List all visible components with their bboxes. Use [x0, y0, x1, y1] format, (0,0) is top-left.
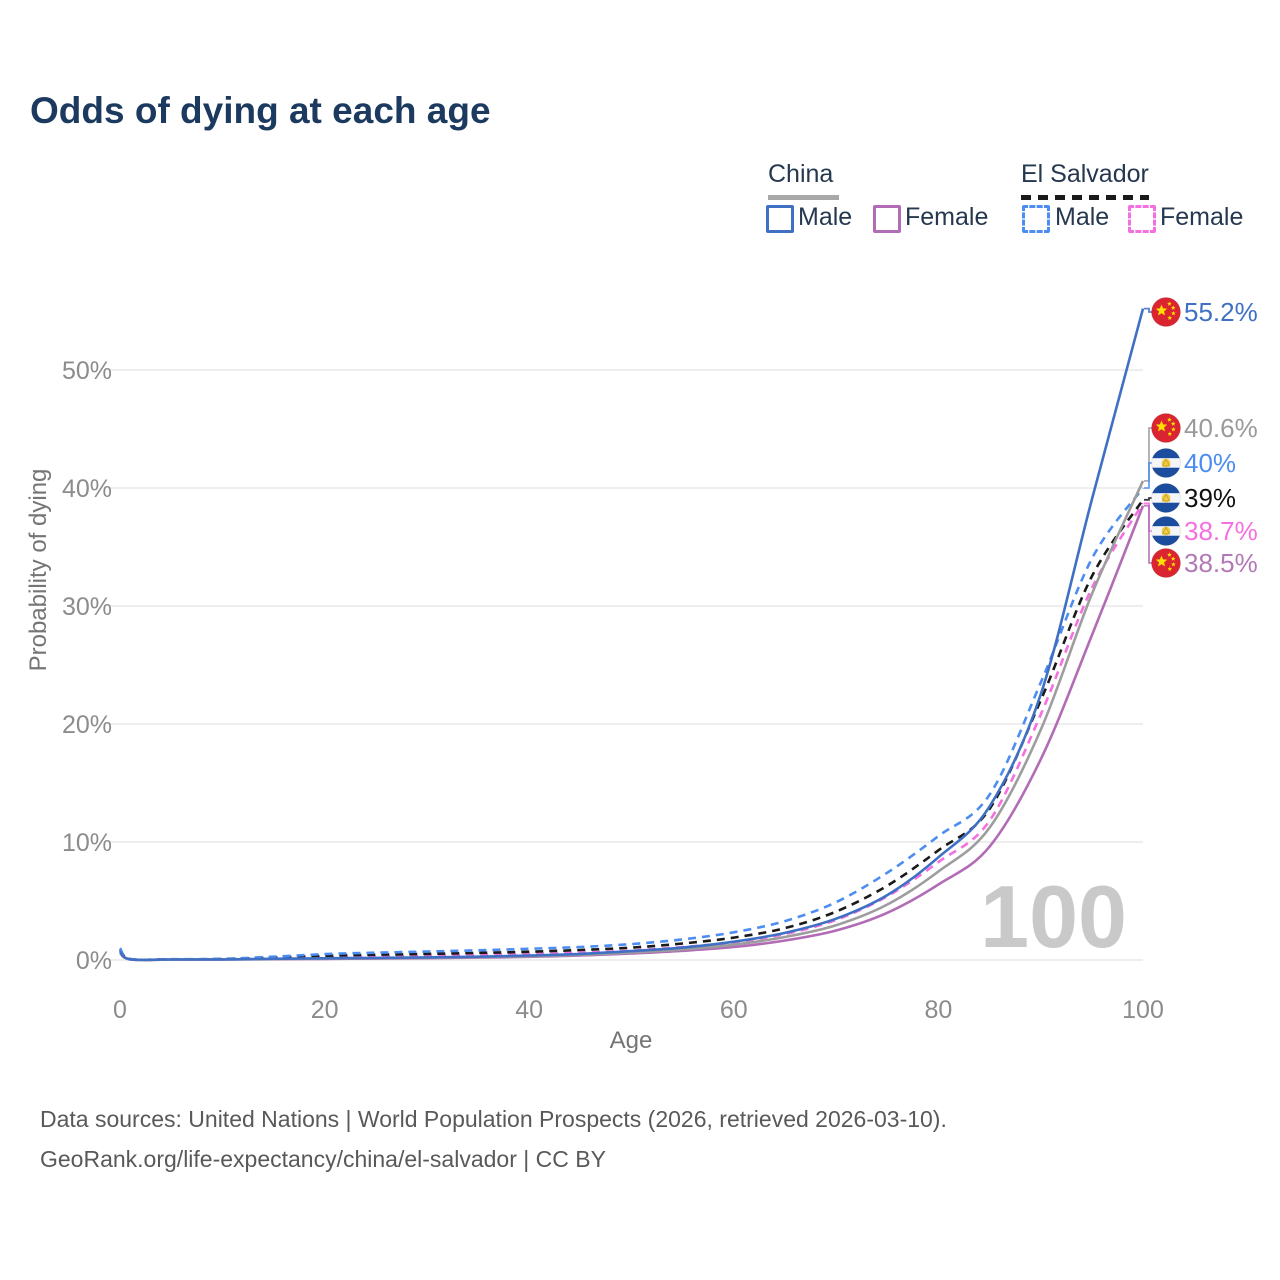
x-tick-100: 100 — [1122, 996, 1164, 1024]
axis-ticks: 0% 10% 20% 30% 40% 50% 0 20 40 60 80 100 — [62, 357, 1164, 1024]
y-tick-30%: 30% — [62, 593, 112, 621]
el-salvador-male-label[interactable]: Male — [1055, 203, 1110, 231]
y-tick-0%: 0% — [76, 947, 112, 975]
legend-group-el-salvador-label[interactable]: El Salvador — [1021, 160, 1149, 188]
series-lines — [118, 308, 1145, 962]
x-tick-0: 0 — [113, 996, 127, 1024]
footer-data-sources: Data sources: United Nations | World Pop… — [40, 1106, 947, 1132]
x-tick-40: 40 — [515, 996, 543, 1024]
end-value-labels: 55.2% 40.6% 40% 39%38.7%38.5% — [1184, 297, 1258, 578]
label-connectors — [1144, 307, 1152, 564]
china-female-label[interactable]: Female — [905, 203, 989, 231]
el-salvador-female-checkbox[interactable] — [1128, 205, 1156, 233]
china-line-style-swatch — [768, 195, 839, 200]
connector-el-salvador-female — [1144, 502, 1152, 532]
y-tick-40%: 40% — [62, 475, 112, 503]
end-value-china-both-sexes: 40.6% — [1184, 413, 1258, 443]
y-tick-50%: 50% — [62, 357, 112, 385]
y-tick-20%: 20% — [62, 711, 112, 739]
age-counter-watermark: 100 — [980, 867, 1127, 966]
end-value-china-female: 38.5% — [1184, 548, 1258, 578]
x-tick-60: 60 — [720, 996, 748, 1024]
connector-china-female — [1144, 504, 1152, 564]
line-china-male — [119, 308, 1145, 962]
end-value-china-male: 55.2% — [1184, 297, 1258, 327]
china-male-label[interactable]: Male — [798, 203, 853, 231]
china-flag-icon — [1151, 413, 1181, 443]
el-salvador-female-label[interactable]: Female — [1160, 203, 1244, 231]
x-tick-80: 80 — [924, 996, 952, 1024]
el-salvador-flag-icon — [1151, 516, 1181, 546]
china-female-checkbox[interactable] — [873, 205, 901, 233]
el-salvador-male-checkbox[interactable] — [1022, 205, 1050, 233]
el-salvador-flag-icon — [1151, 483, 1181, 513]
x-tick-20: 20 — [311, 996, 339, 1024]
flag-icons — [1151, 297, 1181, 578]
footer-attribution[interactable]: GeoRank.org/life-expectancy/china/el-sal… — [40, 1146, 606, 1172]
y-axis-title: Probability of dying — [25, 469, 52, 672]
x-axis-title: Age — [610, 1027, 653, 1054]
connector-china-male — [1144, 307, 1152, 313]
legend-group-china-label[interactable]: China — [768, 160, 834, 188]
end-value-el-salvador-female: 38.7% — [1184, 516, 1258, 546]
line-el-salvador-male — [118, 487, 1145, 962]
end-value-el-salvador-male: 40% — [1184, 448, 1236, 478]
connector-el-salvador-male — [1144, 462, 1152, 489]
el-salvador-flag-icon — [1151, 448, 1181, 478]
el-salvador-line-style-swatch — [1021, 195, 1149, 200]
end-value-el-salvador-both-sexes: 39% — [1184, 483, 1236, 513]
china-male-checkbox[interactable] — [766, 205, 794, 233]
connector-china-both-sexes — [1144, 427, 1152, 482]
page-title: Odds of dying at each age — [30, 90, 491, 131]
china-flag-icon — [1151, 548, 1181, 578]
y-tick-10%: 10% — [62, 829, 112, 857]
connector-el-salvador-both-sexes — [1144, 497, 1152, 501]
china-flag-icon — [1151, 297, 1181, 327]
